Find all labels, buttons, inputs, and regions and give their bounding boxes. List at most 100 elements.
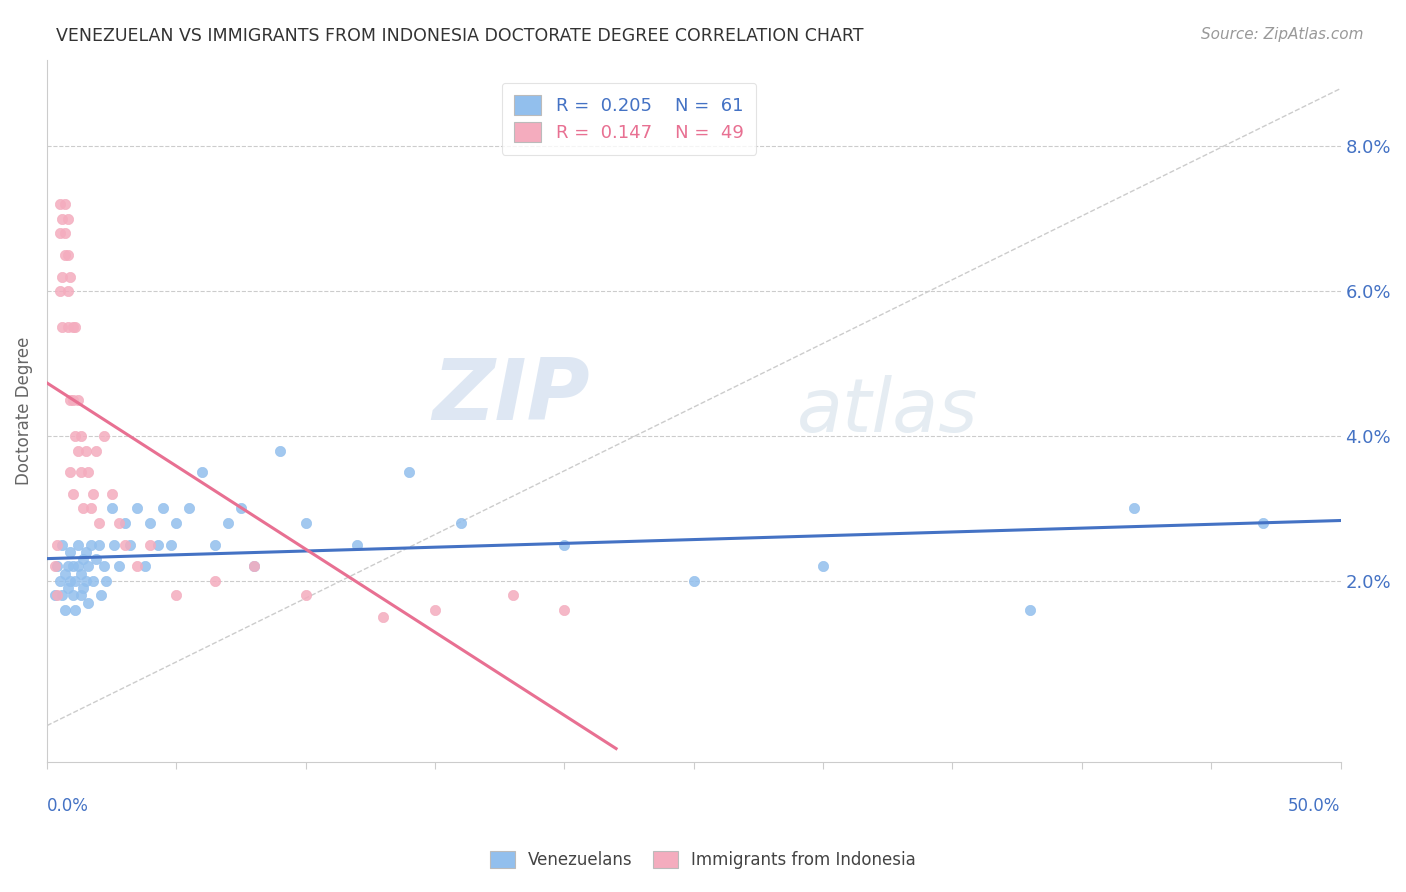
Point xyxy=(84,552,107,566)
Point xyxy=(62,320,84,334)
Point xyxy=(69,588,91,602)
Point xyxy=(96,574,118,588)
Point xyxy=(77,596,100,610)
Text: 0.0%: 0.0% xyxy=(46,797,89,814)
Point xyxy=(108,516,131,530)
Point xyxy=(139,516,162,530)
Point xyxy=(69,566,91,581)
Point xyxy=(114,538,136,552)
Point xyxy=(127,501,149,516)
Point xyxy=(62,487,84,501)
Point xyxy=(80,538,103,552)
Point xyxy=(56,285,79,299)
Point xyxy=(553,538,575,552)
Point xyxy=(80,501,103,516)
Point xyxy=(53,197,76,211)
Point xyxy=(66,392,89,407)
Point xyxy=(53,603,76,617)
Point xyxy=(114,516,136,530)
Point xyxy=(59,545,82,559)
Point xyxy=(346,538,368,552)
Point xyxy=(118,538,141,552)
Point xyxy=(72,581,94,595)
Point xyxy=(100,501,122,516)
Legend: R =  0.205    N =  61, R =  0.147    N =  49: R = 0.205 N = 61, R = 0.147 N = 49 xyxy=(502,83,756,155)
Point xyxy=(84,443,107,458)
Point xyxy=(152,501,174,516)
Point xyxy=(51,538,73,552)
Point xyxy=(69,465,91,479)
Point xyxy=(69,429,91,443)
Point xyxy=(294,588,316,602)
Point xyxy=(53,566,76,581)
Point xyxy=(49,574,72,588)
Point xyxy=(811,559,834,574)
Text: atlas: atlas xyxy=(797,375,979,447)
Point xyxy=(56,211,79,226)
Point xyxy=(502,588,524,602)
Point xyxy=(90,588,112,602)
Text: 50.0%: 50.0% xyxy=(1288,797,1340,814)
Point xyxy=(1019,603,1042,617)
Point xyxy=(56,581,79,595)
Point xyxy=(59,574,82,588)
Text: Source: ZipAtlas.com: Source: ZipAtlas.com xyxy=(1201,27,1364,42)
Point xyxy=(82,487,104,501)
Legend: Venezuelans, Immigrants from Indonesia: Venezuelans, Immigrants from Indonesia xyxy=(479,841,927,880)
Point xyxy=(49,227,72,241)
Point xyxy=(139,538,162,552)
Point xyxy=(46,538,69,552)
Point xyxy=(62,588,84,602)
Point xyxy=(59,269,82,284)
Point xyxy=(51,211,73,226)
Point xyxy=(682,574,704,588)
Point xyxy=(65,603,87,617)
Point xyxy=(46,588,69,602)
Point xyxy=(51,269,73,284)
Point xyxy=(56,248,79,262)
Point xyxy=(87,538,110,552)
Point xyxy=(191,465,214,479)
Point xyxy=(66,559,89,574)
Point xyxy=(204,538,226,552)
Point xyxy=(450,516,472,530)
Point xyxy=(53,227,76,241)
Point xyxy=(56,559,79,574)
Point xyxy=(44,588,66,602)
Point xyxy=(269,443,291,458)
Point xyxy=(82,574,104,588)
Point xyxy=(146,538,169,552)
Point xyxy=(398,465,420,479)
Text: ZIP: ZIP xyxy=(433,355,591,438)
Point xyxy=(108,559,131,574)
Point xyxy=(59,465,82,479)
Point xyxy=(46,559,69,574)
Point xyxy=(373,610,395,624)
Point xyxy=(204,574,226,588)
Point xyxy=(1251,516,1274,530)
Point xyxy=(56,320,79,334)
Point xyxy=(66,443,89,458)
Point xyxy=(1122,501,1144,516)
Point xyxy=(165,588,187,602)
Point xyxy=(62,392,84,407)
Point xyxy=(100,487,122,501)
Point xyxy=(72,552,94,566)
Point xyxy=(65,574,87,588)
Point xyxy=(423,603,446,617)
Point xyxy=(44,559,66,574)
Point xyxy=(127,559,149,574)
Point xyxy=(75,574,97,588)
Point xyxy=(77,465,100,479)
Point xyxy=(179,501,201,516)
Point xyxy=(93,429,115,443)
Point xyxy=(93,559,115,574)
Point xyxy=(134,559,156,574)
Point xyxy=(62,559,84,574)
Point xyxy=(65,429,87,443)
Point xyxy=(77,559,100,574)
Point xyxy=(49,197,72,211)
Point xyxy=(103,538,125,552)
Point xyxy=(243,559,266,574)
Point xyxy=(59,392,82,407)
